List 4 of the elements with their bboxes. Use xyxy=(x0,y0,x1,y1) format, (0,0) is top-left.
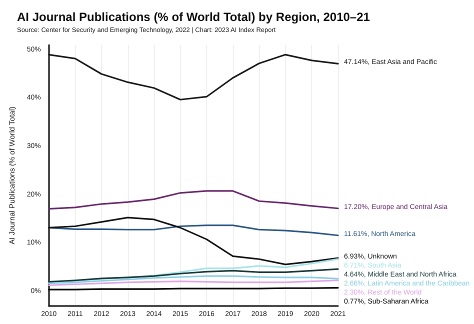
chart-title: AI Journal Publications (% of World Total) by Region, 2010–21 xyxy=(17,10,370,24)
line-series xyxy=(48,275,339,284)
line-series xyxy=(48,190,339,210)
line-series xyxy=(48,268,339,283)
